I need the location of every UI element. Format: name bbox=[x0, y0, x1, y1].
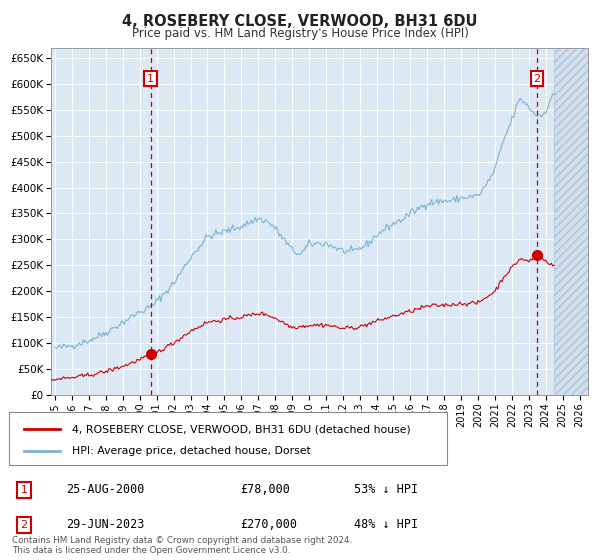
Text: HPI: Average price, detached house, Dorset: HPI: Average price, detached house, Dors… bbox=[72, 446, 311, 456]
Text: 29-JUN-2023: 29-JUN-2023 bbox=[66, 519, 145, 531]
Text: 48% ↓ HPI: 48% ↓ HPI bbox=[354, 519, 418, 531]
Text: 4, ROSEBERY CLOSE, VERWOOD, BH31 6DU (detached house): 4, ROSEBERY CLOSE, VERWOOD, BH31 6DU (de… bbox=[72, 424, 411, 434]
Text: 25-AUG-2000: 25-AUG-2000 bbox=[66, 483, 145, 496]
Text: £270,000: £270,000 bbox=[240, 519, 297, 531]
Text: £78,000: £78,000 bbox=[240, 483, 290, 496]
Text: 1: 1 bbox=[147, 74, 154, 83]
FancyBboxPatch shape bbox=[9, 412, 447, 465]
Text: 53% ↓ HPI: 53% ↓ HPI bbox=[354, 483, 418, 496]
Text: 4, ROSEBERY CLOSE, VERWOOD, BH31 6DU: 4, ROSEBERY CLOSE, VERWOOD, BH31 6DU bbox=[122, 14, 478, 29]
Text: 1: 1 bbox=[20, 485, 28, 495]
Text: 2: 2 bbox=[20, 520, 28, 530]
Text: Price paid vs. HM Land Registry's House Price Index (HPI): Price paid vs. HM Land Registry's House … bbox=[131, 27, 469, 40]
Bar bbox=[554, 48, 588, 395]
Text: 2: 2 bbox=[533, 74, 541, 83]
Text: Contains HM Land Registry data © Crown copyright and database right 2024.
This d: Contains HM Land Registry data © Crown c… bbox=[12, 536, 352, 555]
